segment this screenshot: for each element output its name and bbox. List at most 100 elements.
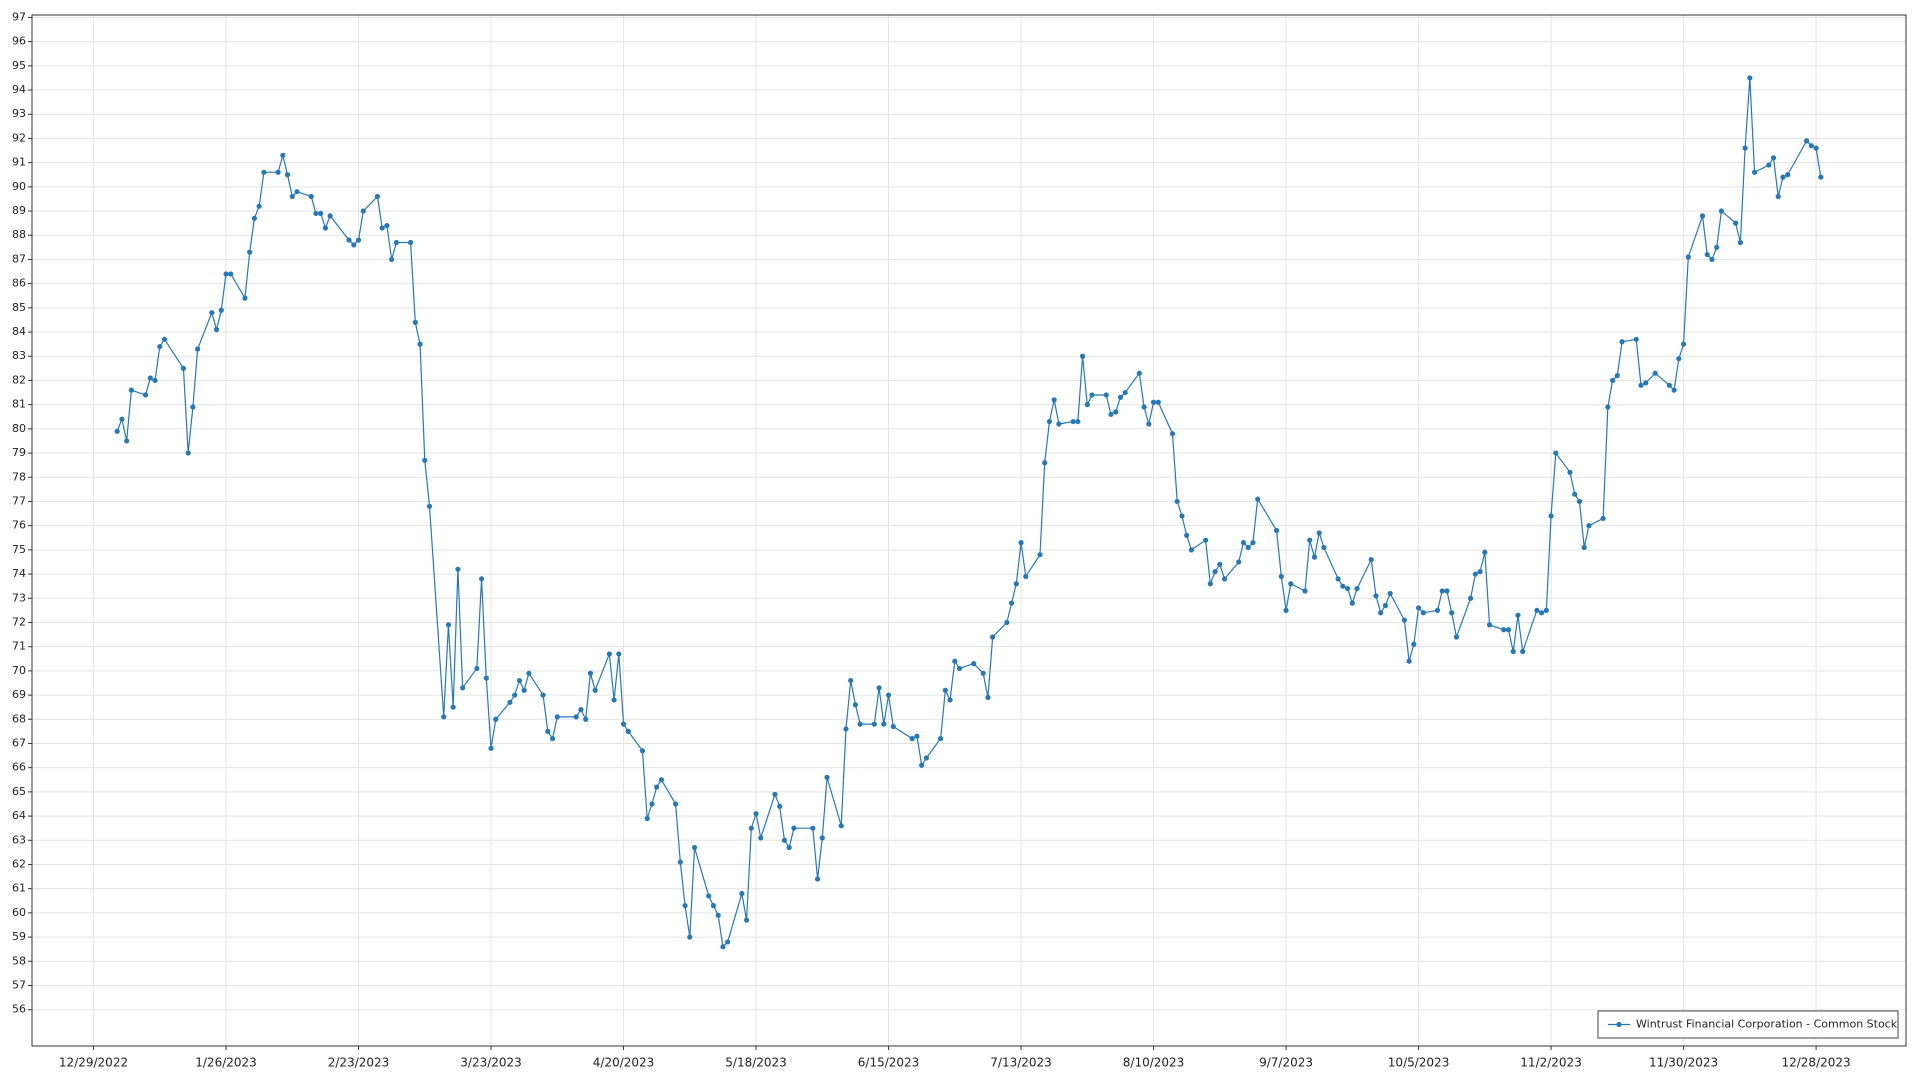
point: [1468, 595, 1474, 601]
point: [152, 377, 158, 384]
point: [1453, 634, 1460, 640]
point: [1401, 617, 1407, 623]
y-tick-label: 83: [12, 349, 26, 362]
point: [691, 844, 698, 851]
point: [611, 697, 617, 703]
point: [824, 774, 830, 780]
point: [1023, 573, 1029, 580]
point: [549, 736, 556, 742]
point: [1751, 169, 1758, 175]
point: [1354, 585, 1360, 592]
point: [460, 685, 466, 691]
point: [389, 256, 395, 263]
y-tick-label: 93: [12, 107, 26, 120]
x-tick-label: 1/26/2023: [195, 1056, 257, 1070]
point: [190, 404, 196, 410]
x-tick-label: 10/5/2023: [1388, 1056, 1450, 1070]
y-tick-label: 82: [12, 373, 26, 386]
point: [346, 237, 352, 243]
point: [228, 271, 234, 277]
point: [1415, 605, 1422, 611]
point: [1344, 585, 1351, 592]
point: [1581, 544, 1587, 551]
y-tick-label: 73: [12, 591, 26, 604]
point: [1520, 648, 1526, 655]
point: [1122, 389, 1128, 396]
y-tick-label: 92: [12, 131, 26, 144]
point: [1643, 380, 1649, 386]
point: [753, 811, 759, 817]
point: [819, 835, 825, 841]
legend-marker: [1616, 1021, 1622, 1028]
point: [810, 825, 816, 831]
point: [1638, 382, 1644, 388]
point: [1250, 540, 1256, 546]
point: [1614, 373, 1620, 379]
point: [1084, 402, 1090, 408]
point: [284, 172, 291, 178]
point: [1368, 556, 1374, 563]
point: [1212, 569, 1218, 575]
point: [848, 677, 854, 684]
point: [1770, 155, 1777, 161]
point: [990, 634, 996, 640]
point: [748, 825, 754, 831]
point: [573, 714, 579, 720]
point: [1042, 460, 1048, 466]
point: [587, 670, 594, 676]
y-tick-label: 61: [12, 882, 26, 895]
point: [1420, 610, 1426, 616]
y-tick-label: 71: [12, 640, 26, 653]
point: [1004, 619, 1010, 626]
point: [1146, 421, 1152, 427]
point: [1274, 527, 1280, 534]
y-tick-label: 68: [12, 712, 26, 725]
point: [280, 152, 286, 158]
point: [1737, 239, 1743, 246]
point: [1255, 496, 1261, 502]
point: [412, 319, 418, 325]
point: [871, 721, 877, 727]
point: [1747, 75, 1753, 81]
point: [1141, 404, 1147, 410]
point: [1188, 547, 1195, 553]
point: [710, 903, 717, 909]
point: [1150, 399, 1157, 405]
y-tick-label: 80: [12, 422, 26, 435]
plot-area: [32, 15, 1906, 1046]
point: [1008, 600, 1015, 606]
y-tick-label: 75: [12, 543, 26, 556]
point: [1704, 251, 1710, 258]
point: [1089, 392, 1095, 398]
point: [838, 823, 844, 829]
point: [1411, 641, 1417, 647]
y-tick-label: 64: [12, 809, 26, 822]
y-tick-label: 72: [12, 615, 26, 628]
point: [114, 428, 120, 434]
point: [1079, 353, 1086, 359]
point: [592, 687, 598, 693]
point: [1378, 610, 1384, 616]
point: [1184, 532, 1190, 538]
point: [374, 193, 381, 200]
point: [554, 714, 560, 720]
point: [1070, 418, 1076, 425]
y-tick-label: 70: [12, 664, 26, 677]
point: [455, 566, 461, 572]
point: [923, 755, 930, 761]
point: [512, 692, 518, 698]
point: [119, 416, 125, 422]
point: [687, 934, 693, 940]
point: [355, 237, 362, 243]
point: [1117, 394, 1124, 400]
point: [1505, 627, 1512, 633]
y-tick-label: 69: [12, 688, 26, 701]
point: [407, 239, 414, 246]
point: [1733, 220, 1739, 226]
point: [1075, 418, 1081, 425]
point: [971, 661, 977, 667]
point: [1685, 254, 1691, 260]
point: [545, 728, 551, 734]
point: [1652, 370, 1658, 376]
